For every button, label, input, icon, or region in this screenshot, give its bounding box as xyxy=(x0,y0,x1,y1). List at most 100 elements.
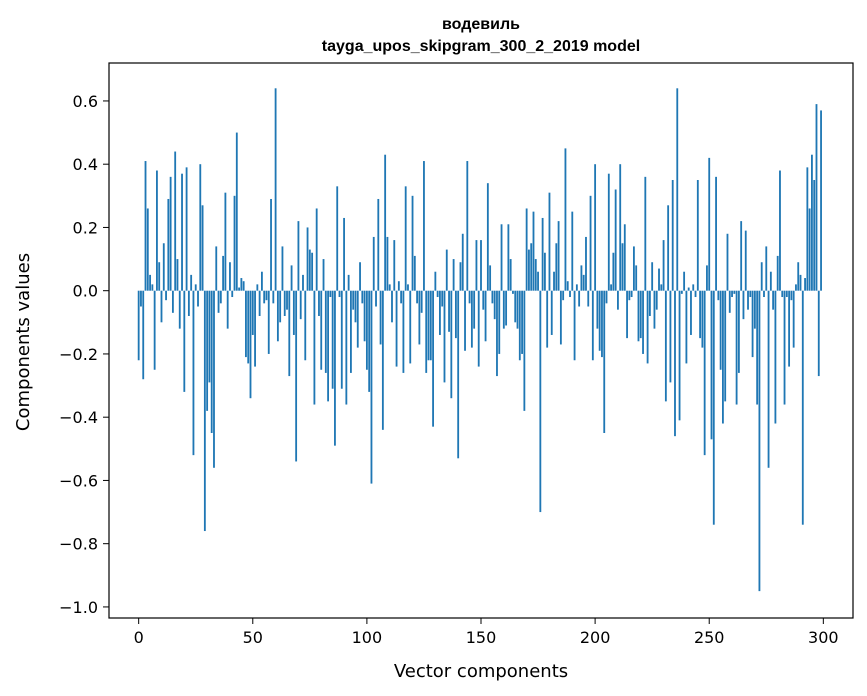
bar xyxy=(785,290,788,298)
bar xyxy=(445,249,448,291)
bar xyxy=(318,290,320,316)
bar xyxy=(423,161,425,291)
bar xyxy=(573,290,576,361)
bar xyxy=(575,284,578,291)
bar xyxy=(758,290,761,592)
bar xyxy=(171,290,174,313)
bar xyxy=(324,290,327,373)
bar xyxy=(779,170,781,291)
bar xyxy=(703,290,706,456)
bar xyxy=(320,290,323,370)
bar xyxy=(680,290,683,294)
bar xyxy=(149,274,151,291)
bar xyxy=(678,290,681,421)
bar xyxy=(528,249,530,291)
bar xyxy=(530,243,533,291)
bar xyxy=(553,271,555,291)
bar xyxy=(532,211,535,291)
bar xyxy=(735,290,738,405)
bar xyxy=(719,290,722,370)
bar xyxy=(274,88,277,291)
bar xyxy=(671,180,674,291)
bar xyxy=(359,262,361,291)
bar xyxy=(644,176,647,291)
bar xyxy=(562,290,565,301)
bar xyxy=(541,217,544,291)
bar xyxy=(473,290,476,329)
bar xyxy=(245,290,247,358)
bar xyxy=(774,290,777,424)
bar xyxy=(783,290,786,405)
bar xyxy=(206,290,209,411)
bar xyxy=(247,290,250,364)
bar xyxy=(637,290,640,342)
bar xyxy=(192,290,195,456)
bar xyxy=(281,246,284,291)
bar xyxy=(594,164,597,291)
bar xyxy=(176,259,179,291)
bar xyxy=(407,284,409,291)
bar xyxy=(799,274,802,291)
bar xyxy=(276,290,279,342)
bar xyxy=(340,290,343,389)
bar xyxy=(226,290,229,329)
bar xyxy=(213,290,215,468)
bar xyxy=(795,284,797,291)
bar xyxy=(765,246,768,291)
y-tick-label: −0.2 xyxy=(59,345,98,364)
bar xyxy=(181,173,183,291)
bar xyxy=(215,246,218,291)
y-tick-label: 0.2 xyxy=(73,218,98,237)
bar xyxy=(457,290,460,459)
bar xyxy=(263,290,266,304)
bar xyxy=(475,240,478,291)
bar xyxy=(347,274,350,291)
bar xyxy=(267,290,270,354)
bar xyxy=(587,290,590,307)
bar xyxy=(751,290,754,358)
bar xyxy=(728,290,731,313)
bar xyxy=(482,290,485,310)
bar xyxy=(363,290,366,342)
bar xyxy=(813,180,816,291)
bar xyxy=(354,290,357,323)
bar xyxy=(144,161,147,291)
bar xyxy=(295,290,298,462)
bar xyxy=(411,195,414,291)
bar xyxy=(500,224,503,291)
bar xyxy=(409,290,412,364)
bar xyxy=(235,132,238,291)
bar xyxy=(607,173,610,291)
bar xyxy=(331,290,334,389)
y-tick-label: −1.0 xyxy=(59,598,98,617)
bar xyxy=(756,290,759,405)
bar xyxy=(626,290,628,339)
bar xyxy=(381,290,384,430)
bar xyxy=(811,154,813,291)
bar xyxy=(158,262,161,291)
bar xyxy=(690,290,692,335)
bar xyxy=(635,265,638,291)
bar xyxy=(224,192,227,291)
bar xyxy=(187,290,190,316)
bar xyxy=(290,265,293,291)
bar xyxy=(156,170,158,291)
bar xyxy=(646,290,649,364)
bar xyxy=(722,290,724,424)
y-tick-label: −0.4 xyxy=(59,408,98,427)
bar xyxy=(336,186,339,291)
plot-frame xyxy=(108,62,854,619)
y-axis-label: Components values xyxy=(13,253,34,431)
bar xyxy=(760,262,763,291)
bar xyxy=(272,290,275,304)
bar xyxy=(219,290,222,304)
bar xyxy=(571,211,574,291)
bar xyxy=(564,148,567,291)
bar xyxy=(569,290,571,298)
bar xyxy=(203,290,206,532)
x-axis-label: Vector components xyxy=(394,661,568,682)
bar xyxy=(578,290,581,307)
bar xyxy=(468,290,471,304)
bar xyxy=(596,290,599,329)
bar xyxy=(674,290,676,437)
